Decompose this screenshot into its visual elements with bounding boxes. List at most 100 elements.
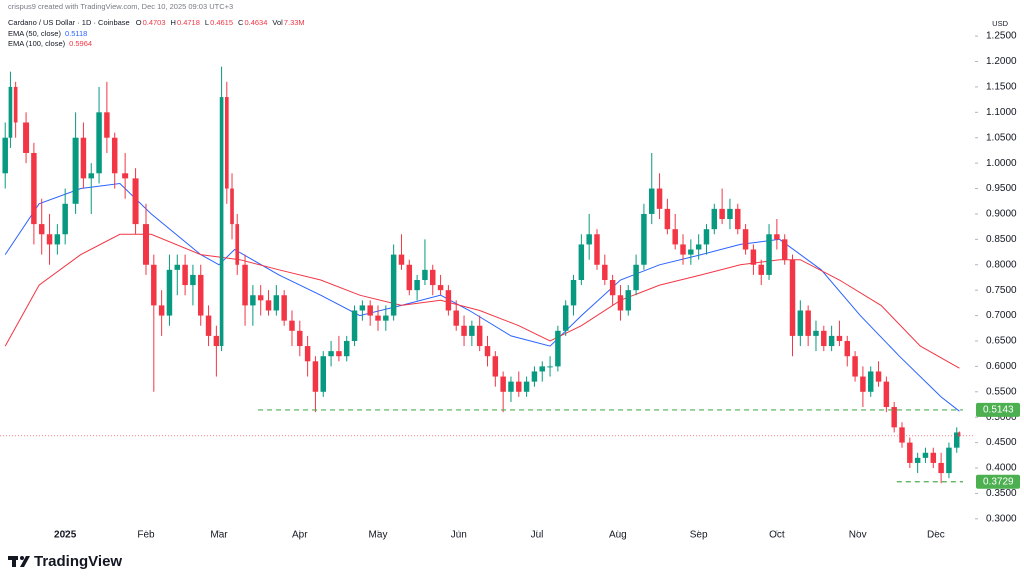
candle-body [182, 264, 188, 286]
candle-body [570, 280, 577, 306]
candle-body [312, 361, 319, 392]
candle-body [586, 234, 592, 245]
candle-body [781, 239, 788, 260]
candle-body [2, 137, 8, 174]
candle-body [821, 330, 827, 347]
y-tick-label: 0.8000 [986, 259, 1017, 270]
y-tick-label: 0.5000 [986, 412, 1017, 423]
candle-body [111, 137, 118, 174]
level-label: 0.3729 [983, 476, 1014, 487]
candle-body [430, 269, 436, 286]
candle-body [727, 208, 733, 220]
y-tick-label: 0.9500 [986, 183, 1017, 194]
symbol: Cardano / US Dollar · 1D · Coinbase [8, 18, 130, 27]
candle-body [891, 407, 897, 428]
level-tag [976, 474, 1020, 489]
candle-body [122, 173, 129, 179]
candle-body [758, 264, 764, 275]
y-tick-label: 1.0500 [986, 132, 1017, 143]
y-tick-label: 0.6000 [986, 361, 1017, 372]
candle-body [735, 208, 741, 230]
y-tick-label: 1.1000 [986, 107, 1017, 118]
candle-body [578, 244, 585, 280]
candle-body [930, 452, 937, 463]
candle-body [205, 315, 212, 336]
candle-body [359, 305, 366, 311]
ohlc-key: O [136, 18, 142, 27]
y-tick-label: 1.2500 [986, 31, 1017, 42]
y-tick-label: 0.8500 [986, 234, 1017, 245]
legend-value: 0.5964 [69, 39, 92, 48]
y-tick-label: 1.2000 [986, 56, 1017, 67]
candle-body [602, 264, 608, 280]
candle-body [174, 264, 181, 270]
y-tick-label: 0.7500 [986, 285, 1017, 296]
ema-line [4, 182, 960, 412]
candle-body [422, 269, 428, 280]
candle-body [703, 229, 710, 245]
y-tick-label: 0.3500 [986, 488, 1017, 499]
candle-body [406, 264, 413, 291]
logo-icon [8, 556, 30, 567]
candle-body [461, 325, 467, 336]
candle-body [547, 366, 553, 368]
candle-body [508, 381, 514, 392]
candle-body [813, 330, 819, 336]
volume-value: 7.33M [284, 18, 305, 27]
x-tick-label: Jun [451, 530, 467, 541]
y-tick-label: 1.1500 [986, 82, 1017, 93]
candle-body [594, 234, 600, 265]
candle-body [297, 330, 303, 347]
candle-body [351, 310, 358, 341]
candle-body [72, 137, 79, 204]
candle-body [46, 234, 53, 245]
candle-body [414, 280, 420, 291]
candle-body [142, 224, 149, 265]
candle-body [797, 310, 804, 336]
ohlc-value: 0.4703 [143, 18, 166, 27]
candle-body [151, 264, 157, 306]
candle-body [320, 356, 326, 392]
candle-body [224, 97, 229, 189]
candle-body [523, 381, 530, 392]
candle-body [958, 432, 961, 436]
candle-body [914, 457, 921, 463]
candle-body [688, 249, 694, 255]
candle-body [158, 305, 165, 316]
candle-body [257, 295, 264, 301]
candle-body [633, 264, 639, 291]
legend-name: EMA (100, close) [8, 39, 66, 48]
candle-body [166, 269, 173, 316]
ohlc-value: 0.4634 [244, 18, 267, 27]
candle-body [104, 112, 110, 138]
candle-body [54, 234, 61, 245]
candle-body [219, 97, 224, 347]
candle-body [281, 295, 287, 321]
x-tick-label: May [369, 530, 388, 541]
candle-body [531, 371, 538, 382]
candle-body [562, 305, 569, 331]
ohlc-key: C [238, 18, 244, 27]
candle-body [336, 351, 342, 357]
candle-body [844, 340, 850, 357]
candle-body [23, 122, 30, 153]
ema-line [4, 233, 960, 369]
candle-body [719, 208, 725, 220]
candle-body [190, 274, 196, 286]
x-tick-label: 2025 [54, 530, 77, 541]
ohlc-key: L [205, 18, 209, 27]
x-tick-label: Mar [210, 530, 228, 541]
candle-body [774, 234, 780, 240]
candle-body [899, 427, 905, 443]
candle-body [625, 290, 632, 311]
candle-body [750, 249, 757, 265]
candle-body [383, 315, 389, 321]
candle-body [742, 229, 749, 250]
y-tick-label: 0.6500 [986, 336, 1017, 347]
candle-body [80, 137, 87, 179]
credit: crispus9 created with TradingView.com, D… [8, 2, 233, 11]
candle-body [555, 330, 561, 367]
candle-body [617, 295, 624, 311]
candle-body [656, 188, 663, 209]
